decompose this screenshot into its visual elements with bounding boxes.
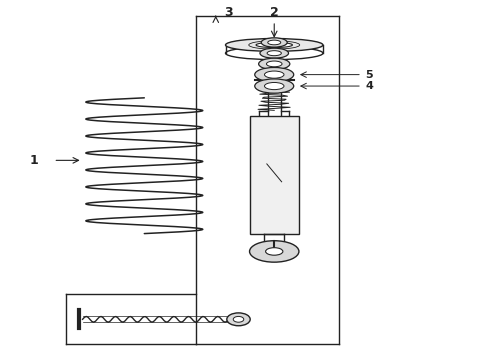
Ellipse shape — [225, 39, 323, 51]
Ellipse shape — [249, 241, 299, 262]
Ellipse shape — [267, 51, 281, 56]
Ellipse shape — [267, 61, 282, 67]
Ellipse shape — [256, 42, 293, 48]
Text: 2: 2 — [270, 6, 279, 19]
Ellipse shape — [265, 71, 284, 78]
Ellipse shape — [233, 316, 244, 322]
Ellipse shape — [265, 82, 284, 90]
Ellipse shape — [255, 67, 294, 82]
Bar — [249, 116, 299, 234]
Text: 1: 1 — [29, 154, 38, 167]
Ellipse shape — [268, 40, 281, 45]
Text: 3: 3 — [224, 6, 233, 19]
Ellipse shape — [227, 313, 250, 326]
Ellipse shape — [260, 48, 289, 58]
Ellipse shape — [255, 79, 294, 93]
Ellipse shape — [261, 38, 287, 47]
Ellipse shape — [259, 58, 290, 69]
Text: 5: 5 — [365, 69, 373, 80]
Ellipse shape — [266, 248, 283, 255]
Text: 4: 4 — [365, 81, 373, 91]
